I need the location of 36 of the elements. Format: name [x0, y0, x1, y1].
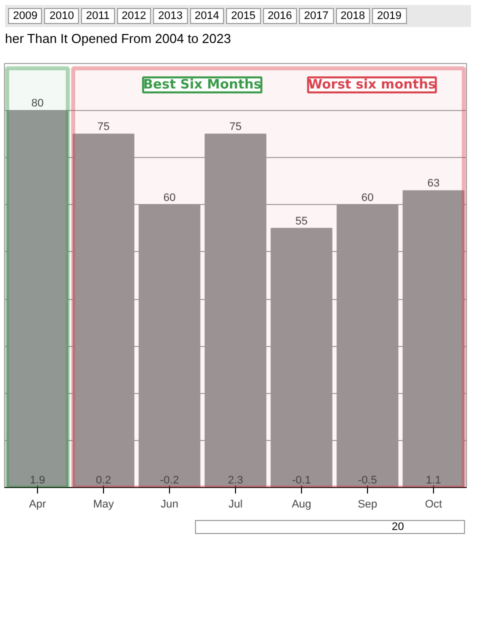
annotation: -0.5: [358, 474, 377, 487]
x-tick-label: Aug: [292, 498, 312, 511]
annotation: 1.9: [30, 474, 46, 487]
annotation: -0.2: [160, 474, 179, 487]
data-label: 80: [31, 98, 44, 110]
text: 2015: [226, 8, 261, 24]
data-label: 63: [427, 178, 440, 190]
x-tick-label: Jul: [228, 498, 243, 511]
text: 2013: [153, 8, 188, 24]
annotation: -0.1: [292, 474, 311, 487]
annotation: 1.1: [426, 474, 442, 487]
text: 20: [195, 520, 465, 534]
text: 2014: [190, 8, 224, 24]
text: 2019: [372, 8, 406, 24]
x-tick-label: Jun: [160, 498, 178, 511]
text: 2011: [80, 8, 115, 24]
text: 2018: [336, 8, 370, 24]
text: 2016: [262, 8, 298, 24]
x-tick-label: Apr: [28, 498, 46, 511]
data-label: 55: [295, 216, 308, 228]
band-label: Worst six months: [308, 77, 436, 92]
x-tick-label: May: [93, 498, 114, 511]
annotation: 0.2: [96, 474, 112, 487]
annotation: 2.3: [228, 474, 244, 487]
x-tick-label: Sep: [358, 498, 378, 511]
chart-title: her Than It Opened From 2004 to 2023: [5, 31, 232, 46]
x-tick-label: Oct: [424, 498, 442, 511]
text: 2010: [44, 8, 79, 24]
text: 2009: [8, 8, 42, 24]
data-label: 60: [361, 192, 374, 204]
text: 2017: [299, 8, 334, 24]
text: 2012: [116, 8, 152, 24]
data-label: 75: [97, 121, 110, 134]
band-label: Best Six Months: [143, 77, 262, 92]
data-label: 75: [229, 121, 242, 134]
data-label: 60: [163, 192, 176, 204]
